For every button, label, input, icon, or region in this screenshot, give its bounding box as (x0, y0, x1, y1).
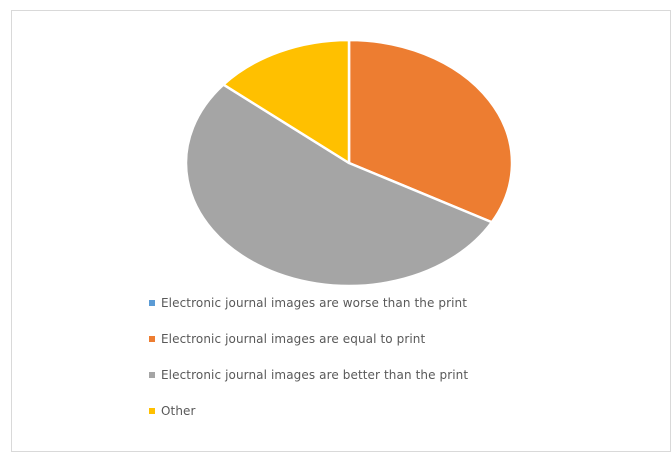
legend-swatch-other (149, 408, 155, 414)
legend-swatch-worse (149, 300, 155, 306)
legend-item-equal: Electronic journal images are equal to p… (149, 330, 468, 348)
pie-chart (184, 38, 514, 288)
legend-label-worse: Electronic journal images are worse than… (161, 296, 468, 310)
legend-item-worse: Electronic journal images are worse than… (149, 294, 468, 312)
legend-label-equal: Electronic journal images are equal to p… (161, 332, 426, 346)
legend: Electronic journal images are worse than… (149, 294, 468, 438)
legend-swatch-equal (149, 336, 155, 342)
legend-label-better: Electronic journal images are better tha… (161, 368, 469, 382)
pie-slice-equal (347, 38, 514, 224)
pie-slice-better (184, 83, 494, 288)
pie-slice-other (222, 38, 351, 165)
legend-label-other: Other (161, 404, 196, 418)
chart-frame: Electronic journal images are worse than… (11, 10, 671, 452)
legend-swatch-better (149, 372, 155, 378)
legend-item-other: Other (149, 402, 468, 420)
legend-item-better: Electronic journal images are better tha… (149, 366, 468, 384)
